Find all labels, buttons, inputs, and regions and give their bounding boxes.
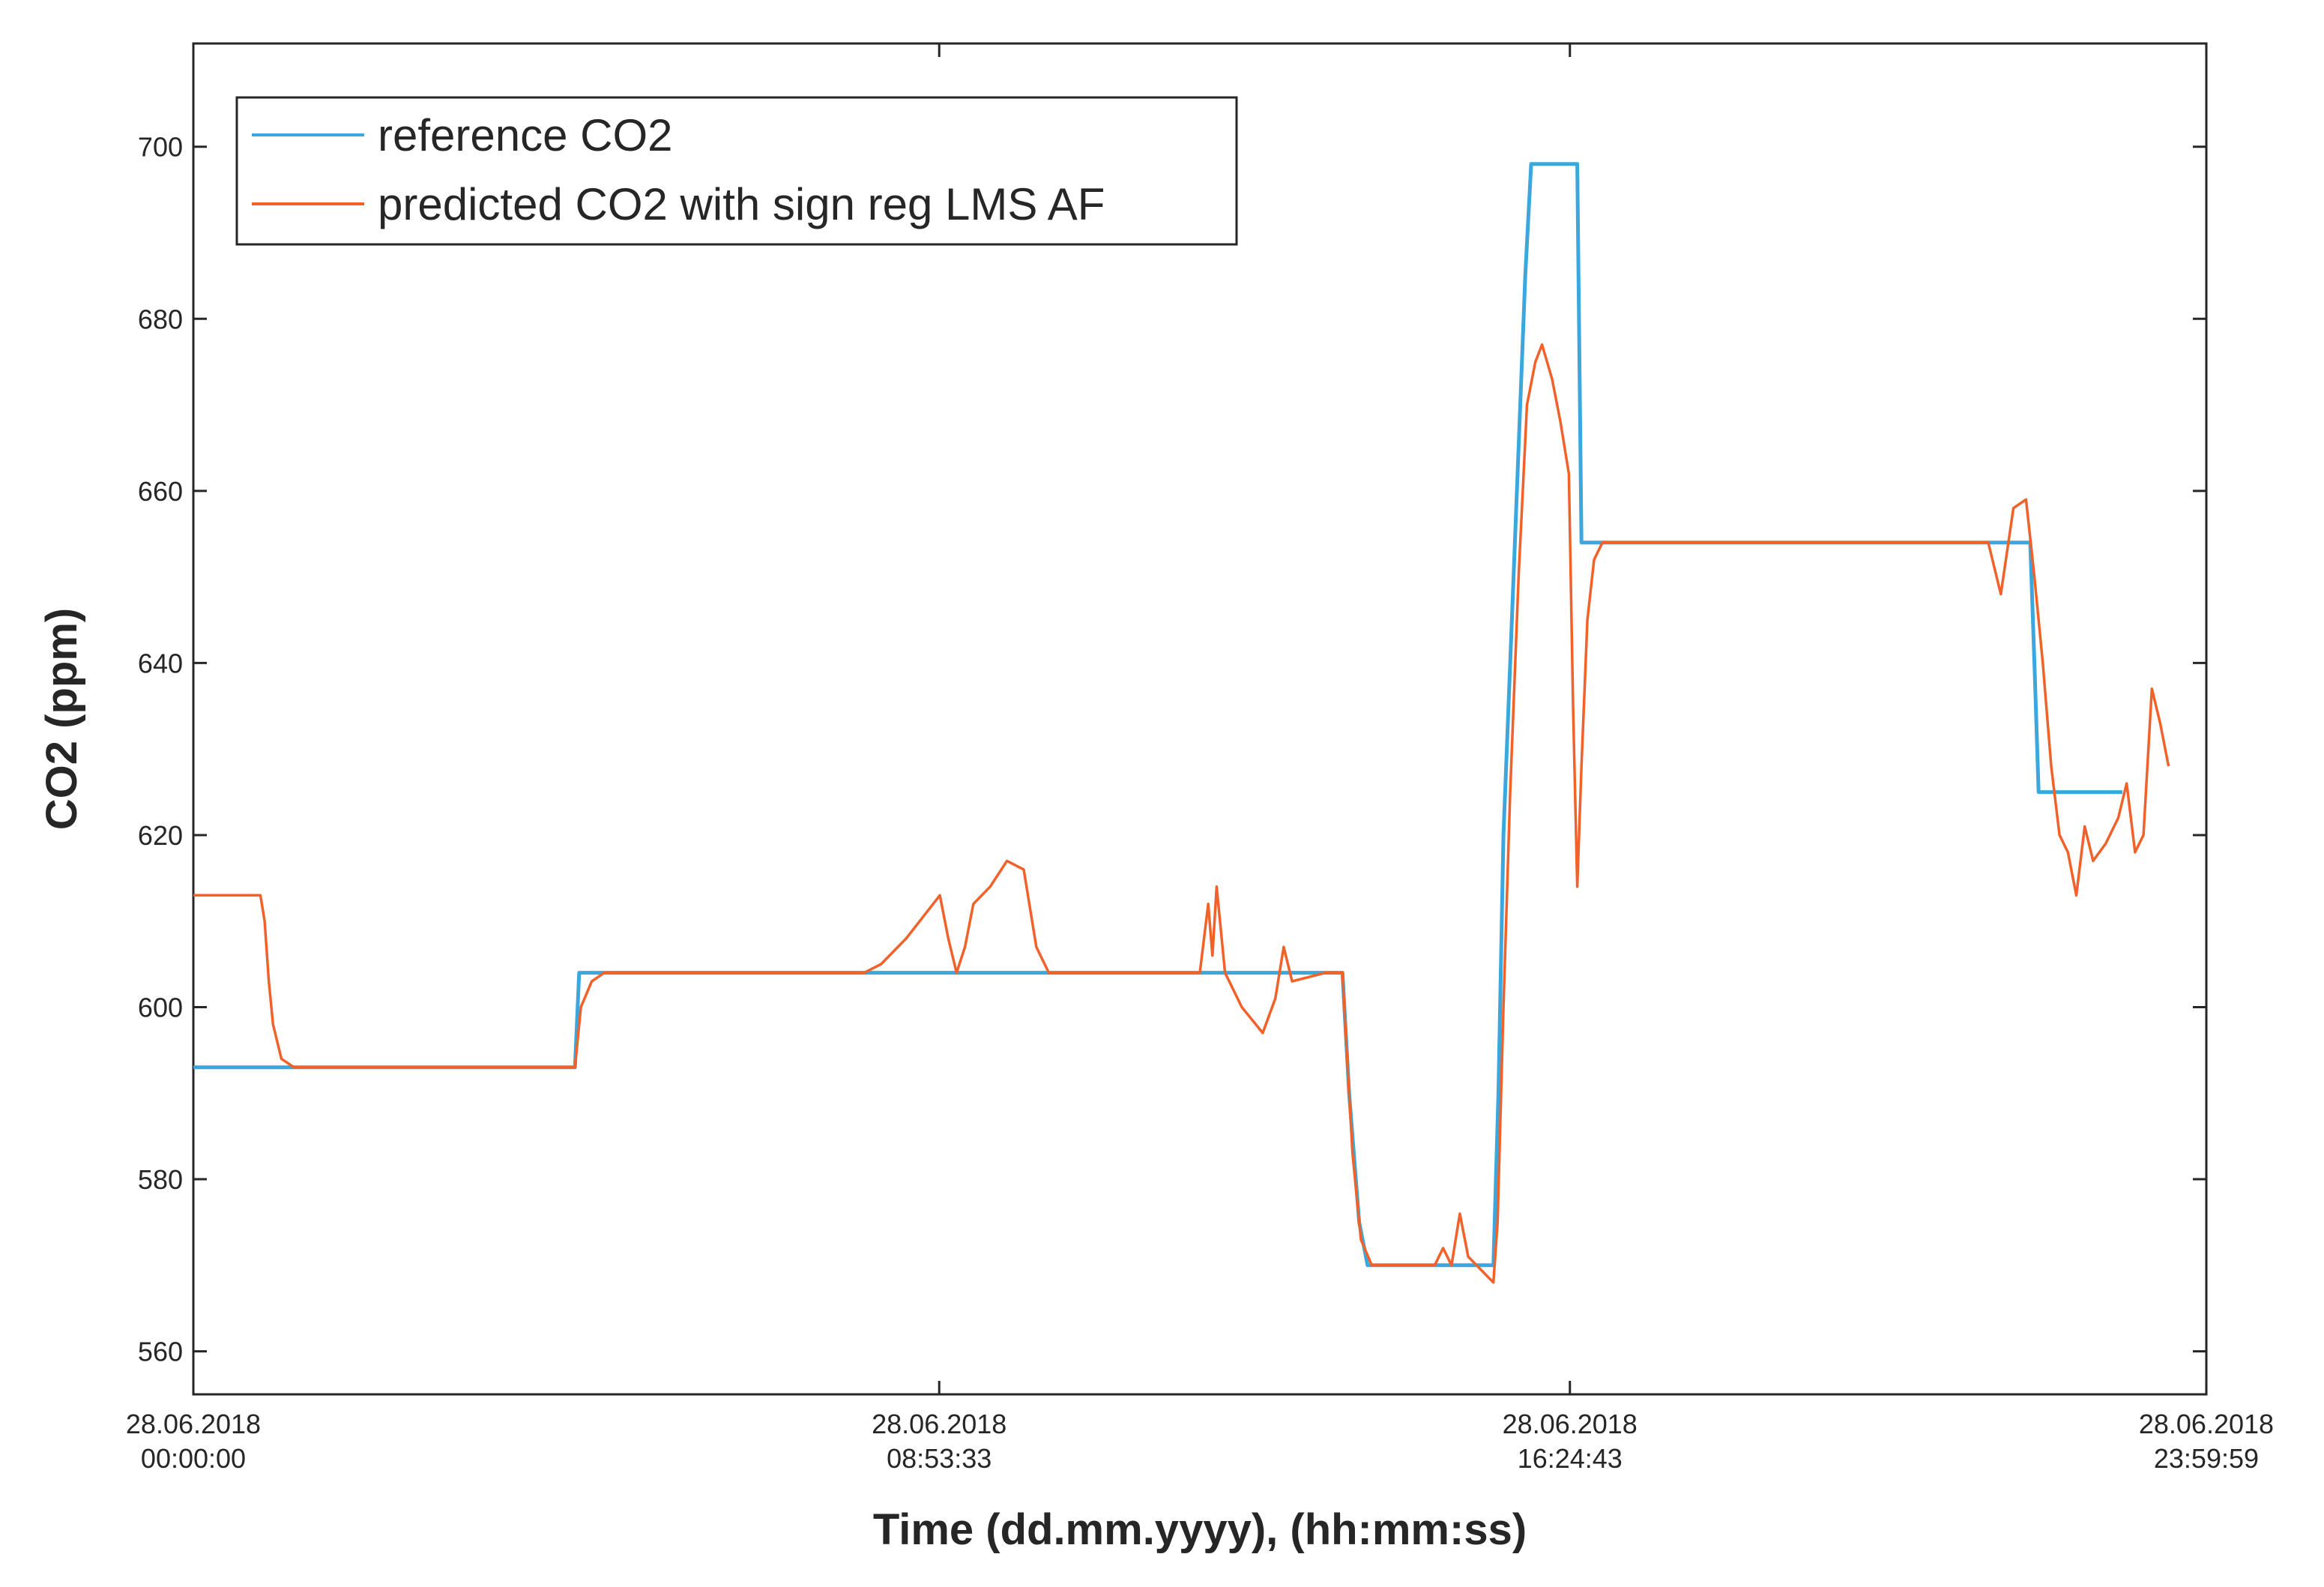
legend: reference CO2 predicted CO2 with sign re… — [235, 96, 1238, 246]
y-tick-label: 620 — [138, 820, 183, 851]
legend-label-predicted: predicted CO2 with sign reg LMS AF — [378, 179, 1105, 229]
x-ticks: 28.06.2018 00:00:00 28.06.2018 08:53:33 28.0… — [126, 43, 2274, 1474]
legend-box — [235, 96, 1238, 246]
x-tick-label-date: 28.06.2018 — [872, 1409, 1006, 1439]
x-tick-label-time: 00:00:00 — [141, 1443, 246, 1474]
series-line-predicted — [193, 343, 2170, 1284]
x-axis-title: Time (dd.mm.yyyy), (hh:mm:ss) — [873, 1505, 1527, 1554]
y-tick-label: 600 — [138, 993, 183, 1023]
plot-background — [192, 42, 2208, 1396]
x-tick-label-date: 28.06.2018 — [126, 1409, 261, 1439]
x-tick-label-date: 28.06.2018 — [1503, 1409, 1638, 1439]
y-tick-label: 680 — [138, 304, 183, 334]
x-tick-label-date: 28.06.2018 — [2139, 1409, 2274, 1439]
y-ticks: 560 580 600 620 640 660 680 700 — [138, 132, 2206, 1367]
x-tick-label-time: 23:59:59 — [2154, 1443, 2259, 1474]
x-tick-label-time: 16:24:43 — [1518, 1443, 1623, 1474]
y-tick-label: 560 — [138, 1337, 183, 1367]
y-tick-label: 700 — [138, 132, 183, 163]
x-tick-label-time: 08:53:33 — [887, 1443, 992, 1474]
y-tick-label: 580 — [138, 1164, 183, 1195]
y-tick-label: 660 — [138, 476, 183, 507]
y-tick-label: 640 — [138, 648, 183, 678]
series-lines — [193, 162, 2170, 1284]
y-axis-title: CO2 (ppm) — [37, 608, 86, 830]
legend-label-reference: reference CO2 — [378, 110, 673, 160]
